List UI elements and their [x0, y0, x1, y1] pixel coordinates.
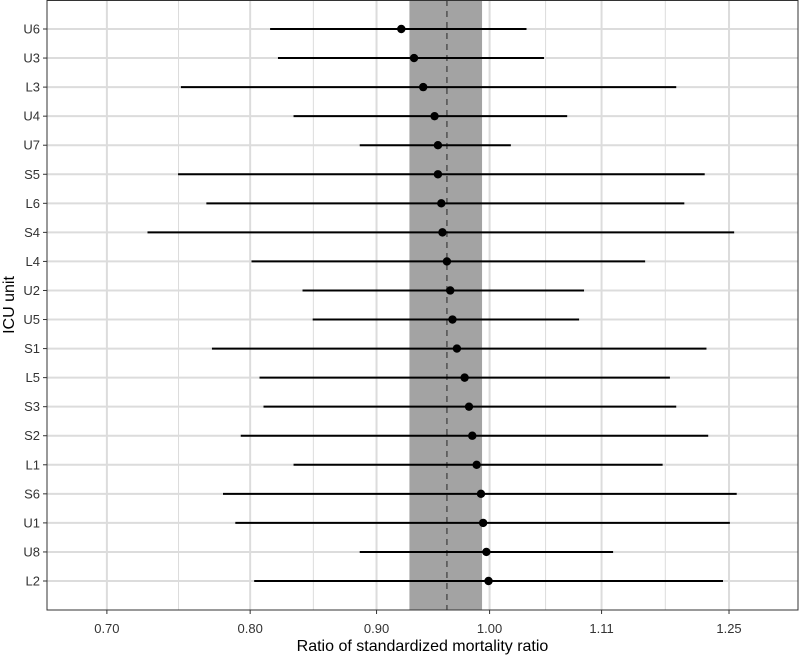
- point-u7: [433, 141, 443, 150]
- point-u1: [478, 518, 488, 528]
- point-l5: [460, 373, 469, 382]
- y-tick-label-l6: L6: [26, 196, 40, 211]
- y-tick-label-s2: S2: [24, 428, 40, 443]
- x-axis-title: Ratio of standardized mortality ratio: [297, 638, 549, 655]
- y-tick-label-u4: U4: [23, 109, 40, 124]
- y-tick-label-s3: S3: [24, 399, 40, 414]
- y-axis-ticks: U6 U3 L3 U4 U7 S5 L6 S4 L4 U2 U5 S1 L5 S3 S2 L1 S6 U1 U8 L2: [23, 22, 47, 589]
- y-tick-label-l1: L1: [26, 457, 40, 472]
- y-tick-label-u6: U6: [23, 22, 40, 37]
- x-tick-label: 0.80: [238, 621, 263, 636]
- point-l3: [419, 82, 428, 92]
- x-tick-label: 0.90: [364, 621, 389, 636]
- reference-band: [409, 0, 483, 610]
- x-axis-ticks: 0.70 0.80 0.90 1.00 1.11 1.25: [94, 610, 742, 636]
- y-tick-label-s5: S5: [24, 167, 40, 182]
- y-tick-label-l5: L5: [26, 370, 40, 385]
- panel-border: [46, 0, 799, 611]
- point-s6: [476, 489, 486, 499]
- point-u6: [397, 24, 406, 34]
- point-l4: [442, 257, 452, 266]
- y-tick-label-s4: S4: [24, 225, 40, 240]
- y-tick-label-l4: L4: [26, 254, 40, 269]
- y-tick-label-u7: U7: [23, 138, 40, 153]
- x-tick-label: 1.00: [477, 621, 502, 636]
- y-axis-title: ICU unit: [1, 276, 18, 334]
- reference-band-layer: [409, 0, 483, 610]
- point-estimate-layer: [397, 24, 493, 586]
- point-u3: [409, 53, 419, 63]
- y-tick-label-l3: L3: [26, 80, 40, 95]
- point-s4: [438, 228, 447, 237]
- point-l1: [472, 460, 481, 469]
- y-tick-label-l2: L2: [26, 574, 40, 589]
- y-tick-label-u3: U3: [23, 51, 40, 66]
- point-s2: [468, 431, 477, 440]
- y-tick-label-u2: U2: [23, 283, 40, 298]
- point-s3: [464, 402, 474, 411]
- point-s1: [452, 344, 462, 353]
- point-u5: [448, 315, 457, 324]
- y-tick-label-u1: U1: [23, 515, 40, 530]
- x-tick-label: 1.11: [589, 621, 613, 636]
- y-tick-label-s1: S1: [24, 341, 40, 356]
- y-tick-label-u8: U8: [23, 544, 40, 559]
- point-u2: [446, 286, 455, 295]
- point-u8: [482, 547, 491, 557]
- point-u4: [430, 111, 439, 121]
- y-tick-label-s6: S6: [24, 486, 40, 501]
- y-tick-label-u5: U5: [23, 312, 40, 327]
- x-tick-label: 1.25: [716, 621, 741, 636]
- x-tick-label: 0.70: [94, 621, 119, 636]
- point-s5: [433, 170, 443, 179]
- point-l2: [484, 576, 493, 586]
- point-l6: [437, 199, 446, 208]
